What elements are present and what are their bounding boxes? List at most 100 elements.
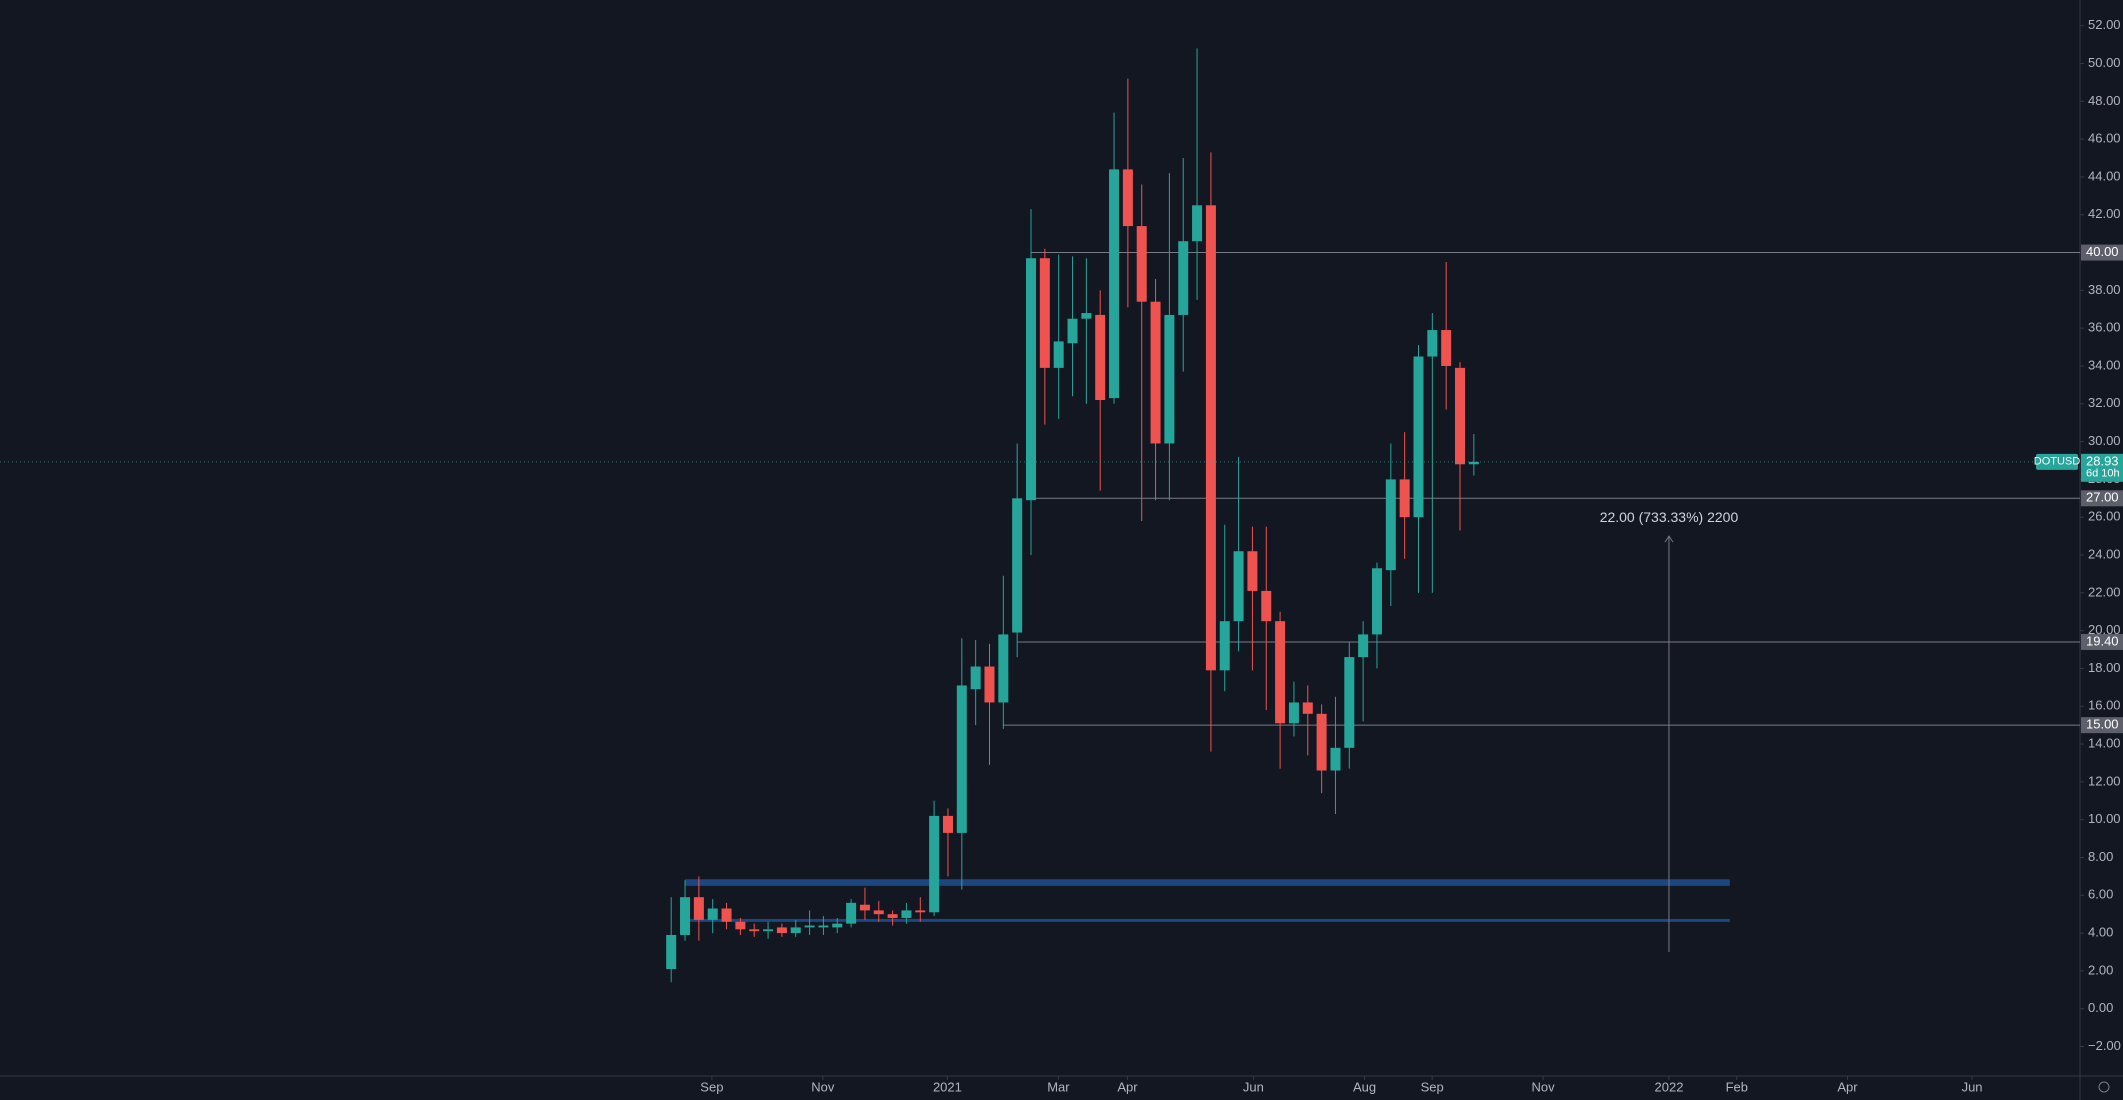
candle-body bbox=[1441, 330, 1452, 366]
candle-body bbox=[707, 908, 718, 920]
y-tick-label: 46.00 bbox=[2088, 131, 2121, 146]
candle-body bbox=[846, 902, 857, 924]
candle-body bbox=[1039, 258, 1050, 368]
y-tick-label: 0.00 bbox=[2088, 1000, 2113, 1015]
y-tick-label: 48.00 bbox=[2088, 93, 2121, 108]
candle-body bbox=[1178, 241, 1189, 315]
candle-body bbox=[680, 897, 691, 935]
symbol-tag bbox=[2036, 453, 2078, 470]
level-tag-label: 15.00 bbox=[2086, 717, 2119, 732]
y-tick-label: 22.00 bbox=[2088, 584, 2121, 599]
x-tick-label: Aug bbox=[1353, 1079, 1376, 1094]
y-tick-label: 4.00 bbox=[2088, 925, 2113, 940]
candle-body bbox=[1385, 479, 1396, 571]
countdown-label: 6d 10h bbox=[2086, 468, 2120, 480]
candle-body bbox=[1302, 702, 1313, 714]
candle-body bbox=[998, 634, 1009, 703]
x-tick-label: Jun bbox=[1962, 1079, 1983, 1094]
candle-body bbox=[1455, 367, 1466, 465]
candle-body bbox=[859, 904, 870, 911]
candle-body bbox=[1122, 169, 1133, 227]
y-tick-label: 44.00 bbox=[2088, 168, 2121, 183]
level-tag bbox=[2081, 244, 2123, 261]
candle-body bbox=[956, 685, 967, 833]
candle-body bbox=[1247, 551, 1258, 591]
candle-body bbox=[1413, 356, 1424, 518]
candle-body bbox=[1109, 169, 1120, 399]
candle-body bbox=[763, 929, 774, 932]
candle-body bbox=[1468, 461, 1479, 465]
y-tick-label: 14.00 bbox=[2088, 735, 2121, 750]
candle-body bbox=[1288, 702, 1299, 724]
y-tick-label: 42.00 bbox=[2088, 206, 2121, 221]
candle-body bbox=[693, 897, 704, 920]
zone bbox=[685, 879, 1730, 886]
y-tick-label: 30.00 bbox=[2088, 433, 2121, 448]
y-tick-label: 10.00 bbox=[2088, 811, 2121, 826]
x-tick-label: 2021 bbox=[933, 1079, 962, 1094]
candle-body bbox=[735, 921, 746, 930]
price-tag bbox=[2081, 453, 2123, 482]
candle-body bbox=[901, 910, 912, 918]
y-tick-label: 8.00 bbox=[2088, 849, 2113, 864]
y-tick-label: 2.00 bbox=[2088, 962, 2113, 977]
candle-body bbox=[1150, 301, 1161, 444]
candle-body bbox=[666, 934, 677, 970]
level-tag-label: 19.40 bbox=[2086, 633, 2119, 648]
candle-body bbox=[818, 925, 829, 928]
candle-body bbox=[970, 666, 981, 690]
candle-body bbox=[1427, 330, 1438, 357]
y-tick-label: 24.00 bbox=[2088, 546, 2121, 561]
candle-body bbox=[1275, 621, 1286, 724]
candle-body bbox=[1164, 314, 1175, 444]
y-tick-label: 18.00 bbox=[2088, 660, 2121, 675]
candle-body bbox=[1053, 341, 1064, 368]
x-tick-label: 2022 bbox=[1655, 1079, 1684, 1094]
candle-body bbox=[804, 925, 815, 928]
candle-body bbox=[1344, 657, 1355, 748]
candle-body bbox=[929, 815, 940, 913]
price-tag-label: 28.93 bbox=[2086, 453, 2119, 468]
y-tick-label: −2.00 bbox=[2088, 1038, 2121, 1053]
measure-arrow bbox=[1664, 535, 1674, 543]
candle-body bbox=[1316, 713, 1327, 771]
y-tick-label: 38.00 bbox=[2088, 282, 2121, 297]
candle-body bbox=[1330, 747, 1341, 771]
candle-body bbox=[1219, 621, 1230, 671]
candle-body bbox=[1012, 498, 1023, 633]
y-tick-label: 12.00 bbox=[2088, 773, 2121, 788]
level-tag bbox=[2081, 490, 2123, 507]
candle-body bbox=[1371, 568, 1382, 635]
y-tick-label: 20.00 bbox=[2088, 622, 2121, 637]
settings-icon[interactable] bbox=[2098, 1081, 2110, 1093]
y-tick-label: 16.00 bbox=[2088, 698, 2121, 713]
level-tag-label: 27.00 bbox=[2086, 490, 2119, 505]
zone bbox=[685, 918, 1730, 922]
candle-body bbox=[887, 914, 898, 918]
candle-body bbox=[1095, 314, 1106, 401]
measure-label: 22.00 (733.33%) 2200 bbox=[1600, 509, 1739, 525]
candle-body bbox=[1358, 634, 1369, 658]
candle-body bbox=[873, 910, 884, 915]
candle-body bbox=[790, 927, 801, 934]
y-tick-label: 34.00 bbox=[2088, 357, 2121, 372]
x-tick-label: Jun bbox=[1243, 1079, 1264, 1094]
x-tick-label: Feb bbox=[1726, 1079, 1748, 1094]
y-tick-label: 32.00 bbox=[2088, 395, 2121, 410]
candle-body bbox=[721, 908, 732, 922]
candle-body bbox=[1026, 258, 1037, 501]
candle-body bbox=[942, 815, 953, 833]
x-tick-label: Mar bbox=[1047, 1079, 1070, 1094]
level-tag bbox=[2081, 633, 2123, 650]
x-tick-label: Sep bbox=[1421, 1079, 1444, 1094]
candle-body bbox=[1067, 318, 1078, 344]
x-tick-label: Nov bbox=[1531, 1079, 1555, 1094]
x-tick-label: Sep bbox=[700, 1079, 723, 1094]
candle-body bbox=[915, 910, 926, 913]
candle-body bbox=[1261, 590, 1272, 622]
candle-body bbox=[1399, 479, 1410, 518]
symbol-tag-label: DOTUSD bbox=[2034, 456, 2081, 468]
